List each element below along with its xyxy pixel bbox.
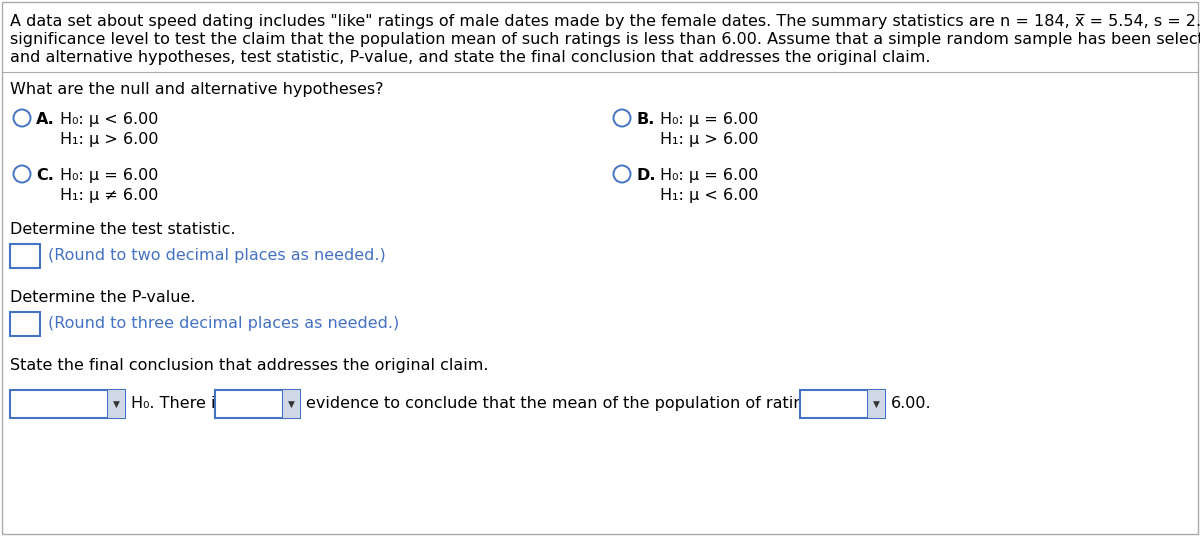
Text: ▼: ▼ bbox=[288, 399, 294, 408]
Text: A.: A. bbox=[36, 112, 55, 127]
Text: What are the null and alternative hypotheses?: What are the null and alternative hypoth… bbox=[10, 82, 384, 97]
Text: and alternative hypotheses, test statistic, P-value, and state the final conclus: and alternative hypotheses, test statist… bbox=[10, 50, 930, 65]
Text: H₀: μ = 6.00: H₀: μ = 6.00 bbox=[60, 168, 158, 183]
Text: 6.00.: 6.00. bbox=[890, 396, 931, 411]
Text: State the final conclusion that addresses the original claim.: State the final conclusion that addresse… bbox=[10, 358, 488, 373]
FancyBboxPatch shape bbox=[282, 390, 300, 418]
Text: H₀: μ = 6.00: H₀: μ = 6.00 bbox=[660, 112, 758, 127]
FancyBboxPatch shape bbox=[10, 312, 40, 336]
Text: H₀: μ = 6.00: H₀: μ = 6.00 bbox=[660, 168, 758, 183]
Text: H₁: μ < 6.00: H₁: μ < 6.00 bbox=[660, 188, 758, 203]
Text: Determine the test statistic.: Determine the test statistic. bbox=[10, 222, 235, 237]
FancyBboxPatch shape bbox=[215, 390, 300, 418]
Text: H₁: μ > 6.00: H₁: μ > 6.00 bbox=[660, 132, 758, 147]
Text: ▼: ▼ bbox=[113, 399, 120, 408]
FancyBboxPatch shape bbox=[107, 390, 125, 418]
Text: B.: B. bbox=[636, 112, 654, 127]
Text: (Round to three decimal places as needed.): (Round to three decimal places as needed… bbox=[48, 316, 400, 331]
Text: ▼: ▼ bbox=[872, 399, 880, 408]
Text: H₁: μ > 6.00: H₁: μ > 6.00 bbox=[60, 132, 158, 147]
Text: C.: C. bbox=[36, 168, 54, 183]
Text: (Round to two decimal places as needed.): (Round to two decimal places as needed.) bbox=[48, 248, 385, 263]
Text: H₀. There is: H₀. There is bbox=[131, 396, 223, 411]
FancyBboxPatch shape bbox=[10, 244, 40, 268]
Text: Determine the P-value.: Determine the P-value. bbox=[10, 290, 196, 305]
FancyBboxPatch shape bbox=[10, 390, 125, 418]
FancyBboxPatch shape bbox=[866, 390, 886, 418]
Text: significance level to test the claim that the population mean of such ratings is: significance level to test the claim tha… bbox=[10, 32, 1200, 47]
Text: D.: D. bbox=[636, 168, 655, 183]
Text: A data set about speed dating includes "like" ratings of male dates made by the : A data set about speed dating includes "… bbox=[10, 14, 1200, 29]
Text: evidence to conclude that the mean of the population of ratings is: evidence to conclude that the mean of th… bbox=[306, 396, 840, 411]
FancyBboxPatch shape bbox=[800, 390, 886, 418]
Text: H₀: μ < 6.00: H₀: μ < 6.00 bbox=[60, 112, 158, 127]
Text: H₁: μ ≠ 6.00: H₁: μ ≠ 6.00 bbox=[60, 188, 158, 203]
